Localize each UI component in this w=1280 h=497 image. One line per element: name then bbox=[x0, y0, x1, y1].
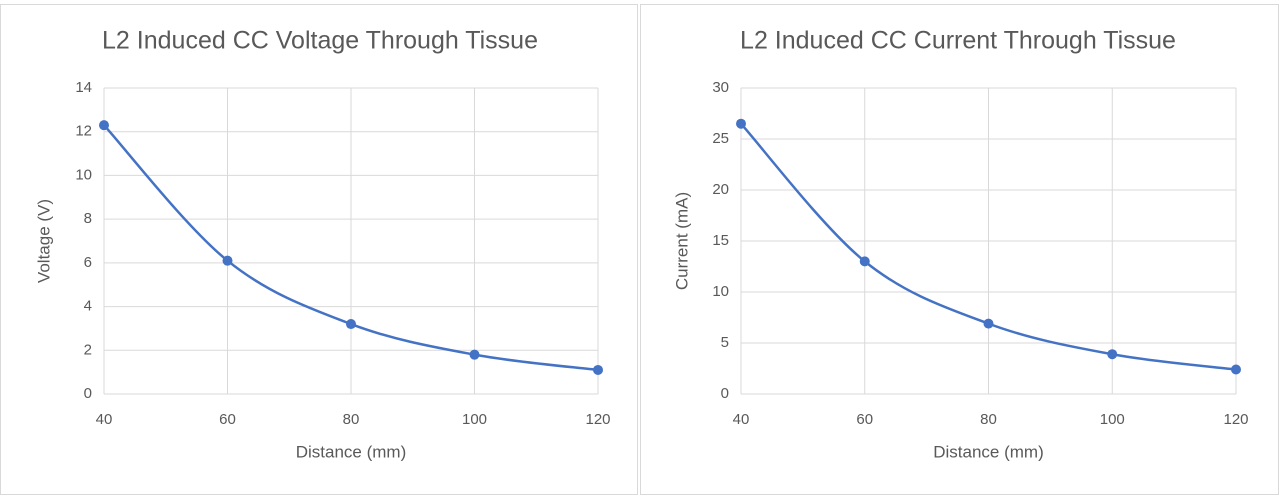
y-tick-label: 10 bbox=[712, 283, 729, 300]
y-tick-label: 12 bbox=[75, 123, 92, 140]
x-tick-label: 80 bbox=[980, 411, 997, 428]
x-tick-label: 40 bbox=[733, 411, 750, 428]
marker bbox=[469, 349, 480, 360]
y-tick-label: 4 bbox=[84, 298, 92, 315]
panel-border bbox=[640, 4, 1279, 495]
y-tick-label: 30 bbox=[712, 79, 729, 96]
marker bbox=[1107, 349, 1118, 360]
y-tick-label: 14 bbox=[75, 79, 92, 96]
chart-title: L2 Induced CC Voltage Through Tissue bbox=[102, 27, 538, 55]
marker bbox=[736, 118, 746, 129]
x-tick-label: 60 bbox=[856, 411, 873, 428]
y-axis-label: Voltage (V) bbox=[34, 199, 53, 283]
x-tick-label: 120 bbox=[1223, 411, 1248, 428]
y-axis-label: Current (mA) bbox=[672, 192, 691, 290]
x-axis-label: Distance (mm) bbox=[933, 442, 1044, 461]
x-tick-label: 100 bbox=[1100, 411, 1125, 428]
marker bbox=[593, 364, 603, 375]
marker bbox=[346, 319, 356, 330]
x-tick-label: 60 bbox=[219, 411, 236, 428]
x-tick-label: 100 bbox=[462, 411, 487, 428]
x-tick-label: 120 bbox=[585, 411, 610, 428]
chart-title: L2 Induced CC Current Through Tissue bbox=[740, 27, 1176, 55]
y-tick-label: 6 bbox=[84, 254, 92, 271]
y-tick-label: 15 bbox=[712, 232, 729, 249]
x-axis-label: Distance (mm) bbox=[296, 442, 407, 461]
y-tick-label: 0 bbox=[721, 385, 729, 402]
marker bbox=[222, 255, 233, 266]
x-tick-label: 40 bbox=[96, 411, 113, 428]
y-tick-label: 8 bbox=[84, 210, 92, 227]
y-tick-label: 25 bbox=[712, 130, 729, 147]
y-tick-label: 20 bbox=[712, 181, 729, 198]
y-tick-label: 5 bbox=[721, 334, 729, 351]
marker bbox=[859, 256, 870, 267]
panel-border bbox=[0, 4, 638, 495]
y-tick-label: 2 bbox=[84, 341, 92, 358]
marker bbox=[99, 120, 109, 131]
y-tick-label: 0 bbox=[84, 385, 92, 402]
marker bbox=[1231, 364, 1241, 375]
x-tick-label: 80 bbox=[343, 411, 360, 428]
y-tick-label: 10 bbox=[75, 166, 92, 183]
marker bbox=[983, 318, 994, 329]
